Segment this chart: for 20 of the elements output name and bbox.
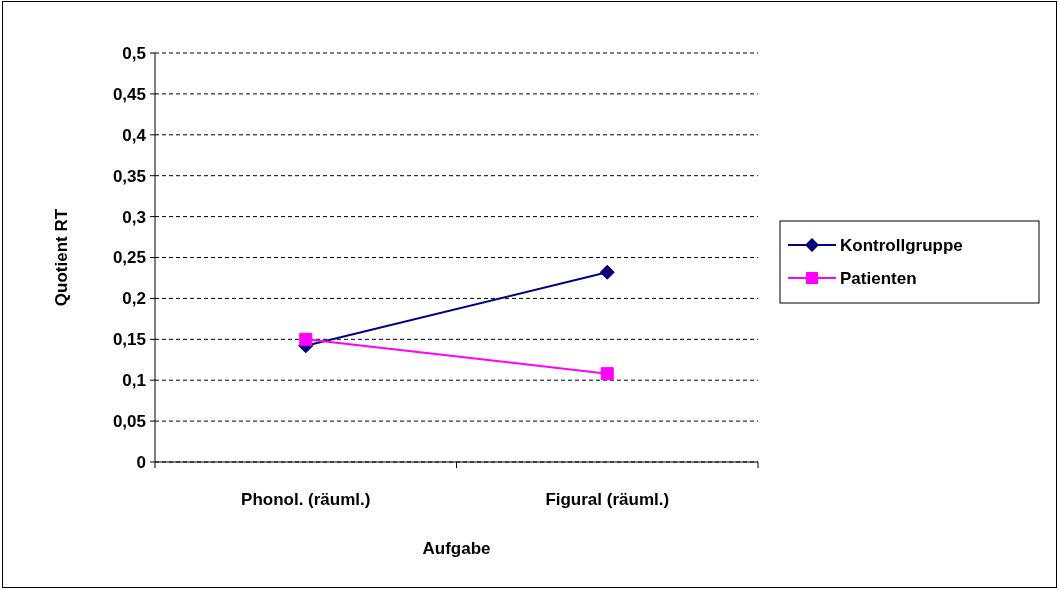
y-tick-label: 0,05	[112, 412, 146, 432]
point	[299, 332, 313, 346]
point	[600, 367, 614, 381]
x-tick-label: Phonol. (räuml.)	[241, 490, 371, 509]
y-tick-label: 0,45	[112, 84, 146, 104]
y-tick-label: 0,25	[112, 248, 146, 268]
y-tick-label: 0,35	[112, 166, 146, 186]
y-tick-label: 0,5	[122, 43, 146, 63]
point	[599, 264, 615, 280]
y-tick-label: 0,4	[122, 125, 147, 145]
y-tick-label: 0,2	[122, 289, 146, 309]
y-tick-label: 0,1	[122, 371, 146, 391]
x-axis-title: Aufgabe	[422, 539, 491, 558]
y-tick-label: 0	[136, 452, 146, 472]
y-tick-label: 0,15	[112, 330, 146, 350]
x-tick-label: Figural (räuml.)	[545, 490, 670, 509]
y-axis-title: Quotient RT	[52, 208, 71, 307]
y-tick-label: 0,3	[122, 207, 146, 227]
legend-label: Patienten	[840, 268, 917, 288]
legend-label: Kontrollgruppe	[840, 235, 963, 255]
